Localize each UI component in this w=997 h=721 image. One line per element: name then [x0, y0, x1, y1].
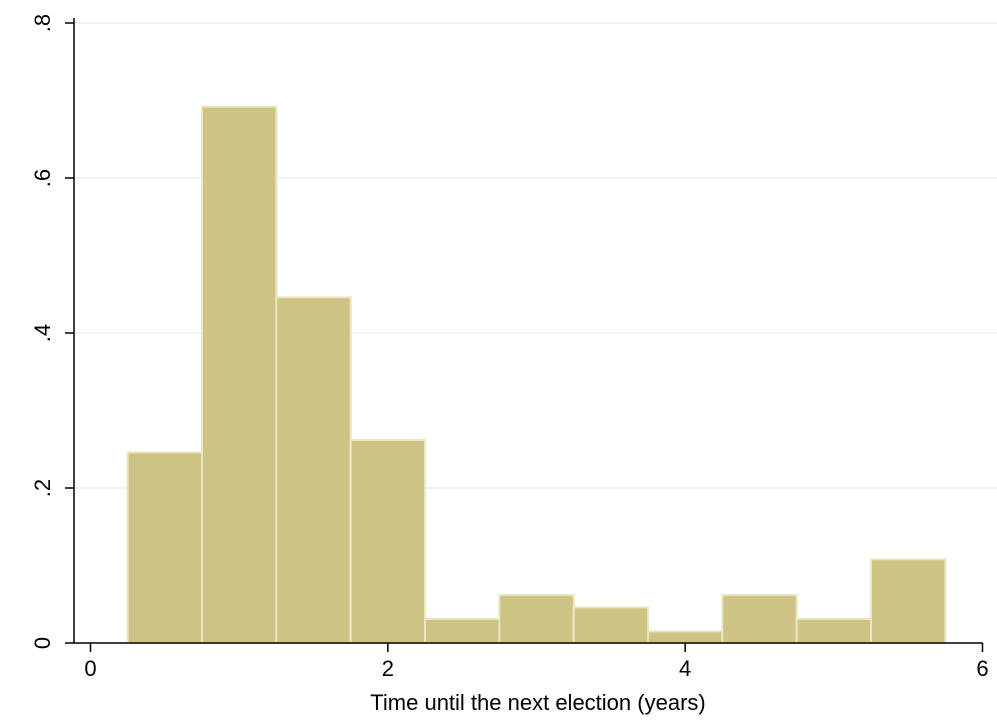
histogram-bar [647, 630, 724, 644]
x-tick-label: 2 [382, 656, 394, 681]
histogram-bar [721, 593, 798, 645]
histogram-bars [126, 105, 947, 645]
y-axis-ticks: 0 .2 .4 .6 .8 [30, 14, 74, 649]
y-tick-label: .2 [30, 479, 55, 497]
histogram-bar [795, 617, 873, 644]
axes [73, 18, 983, 644]
y-tick-label: 0 [30, 637, 55, 649]
x-axis-ticks: 0 2 4 6 [84, 643, 989, 681]
histogram-bar [275, 296, 352, 644]
y-tick-label: .8 [30, 14, 55, 32]
x-tick-label: 4 [679, 656, 691, 681]
histogram-bar [424, 617, 501, 644]
x-axis-title: Time until the next election (years) [370, 690, 705, 715]
histogram-bar [870, 558, 947, 644]
histogram-bar [126, 451, 203, 644]
histogram-bar [349, 438, 426, 645]
x-tick-label: 0 [84, 656, 96, 681]
y-tick-label: .4 [30, 324, 55, 342]
y-tick-label: .6 [30, 169, 55, 187]
histogram-bar [572, 606, 650, 644]
histogram-bar [201, 105, 278, 644]
x-tick-label: 6 [976, 656, 988, 681]
histogram-bar [498, 593, 575, 645]
